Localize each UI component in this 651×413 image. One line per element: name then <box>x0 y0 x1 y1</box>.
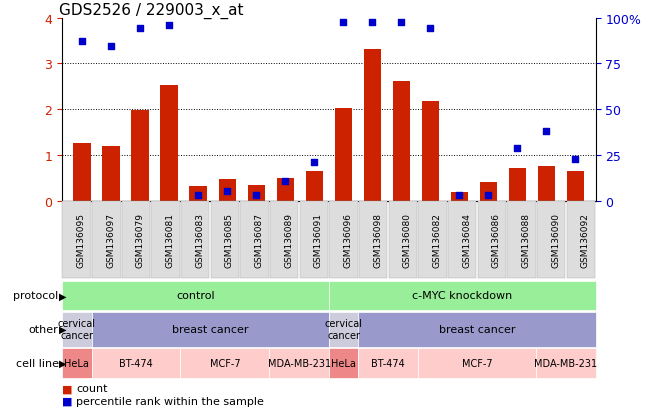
Text: GSM136086: GSM136086 <box>492 213 501 268</box>
Bar <box>422 102 439 201</box>
Point <box>309 159 320 166</box>
Bar <box>102 146 120 201</box>
Text: GSM136090: GSM136090 <box>551 213 560 268</box>
Text: GSM136083: GSM136083 <box>195 213 204 268</box>
Text: GSM136088: GSM136088 <box>521 213 531 268</box>
Point <box>251 192 262 199</box>
Point <box>164 23 174 29</box>
Bar <box>335 109 352 201</box>
Text: breast cancer: breast cancer <box>439 324 516 335</box>
Point <box>367 20 378 26</box>
Point <box>483 192 493 199</box>
Text: GSM136096: GSM136096 <box>344 213 353 268</box>
Text: HeLa: HeLa <box>331 358 356 368</box>
Text: GDS2526 / 229003_x_at: GDS2526 / 229003_x_at <box>59 2 243 19</box>
Text: GSM136081: GSM136081 <box>165 213 174 268</box>
Text: count: count <box>76 383 107 393</box>
Point <box>425 25 436 32</box>
Point <box>338 20 348 26</box>
Text: GSM136080: GSM136080 <box>403 213 412 268</box>
Bar <box>363 50 381 201</box>
Text: ■: ■ <box>62 383 72 393</box>
Text: MDA-MB-231: MDA-MB-231 <box>268 358 331 368</box>
Text: ▶: ▶ <box>59 358 67 368</box>
Point <box>280 179 290 185</box>
Text: GSM136082: GSM136082 <box>432 213 441 268</box>
Bar <box>247 185 265 201</box>
Text: other: other <box>29 324 59 335</box>
Text: GSM136091: GSM136091 <box>314 213 323 268</box>
Text: HeLa: HeLa <box>64 358 89 368</box>
Bar <box>508 168 526 201</box>
Bar <box>566 171 584 201</box>
Bar <box>450 193 468 201</box>
Point <box>77 38 87 45</box>
Point <box>570 156 581 162</box>
Text: GSM136098: GSM136098 <box>373 213 382 268</box>
Point <box>193 192 203 199</box>
Point <box>222 188 232 195</box>
Bar <box>132 111 149 201</box>
Bar <box>305 171 323 201</box>
Text: BT-474: BT-474 <box>371 358 405 368</box>
Text: breast cancer: breast cancer <box>172 324 249 335</box>
Text: GSM136085: GSM136085 <box>225 213 234 268</box>
Text: GSM136084: GSM136084 <box>462 213 471 268</box>
Text: GSM136092: GSM136092 <box>581 213 590 268</box>
Bar <box>219 179 236 201</box>
Bar <box>161 86 178 201</box>
Text: ■: ■ <box>62 396 72 406</box>
Text: GSM136089: GSM136089 <box>284 213 293 268</box>
Point <box>541 128 551 135</box>
Text: protocol: protocol <box>13 291 59 301</box>
Text: MCF-7: MCF-7 <box>462 358 492 368</box>
Text: cervical
cancer: cervical cancer <box>58 318 96 340</box>
Point <box>106 44 117 50</box>
Bar <box>538 167 555 201</box>
Text: cervical
cancer: cervical cancer <box>325 318 363 340</box>
Text: ▶: ▶ <box>59 324 67 335</box>
Point <box>135 25 145 32</box>
Text: control: control <box>176 291 215 301</box>
Text: c-MYC knockdown: c-MYC knockdown <box>412 291 512 301</box>
Bar <box>393 81 410 201</box>
Text: GSM136097: GSM136097 <box>106 213 115 268</box>
Bar <box>277 178 294 201</box>
Text: GSM136087: GSM136087 <box>255 213 264 268</box>
Text: GSM136095: GSM136095 <box>77 213 86 268</box>
Text: percentile rank within the sample: percentile rank within the sample <box>76 396 264 406</box>
Bar <box>480 183 497 201</box>
Point <box>512 146 523 152</box>
Text: MCF-7: MCF-7 <box>210 358 240 368</box>
Bar <box>74 144 91 201</box>
Text: MDA-MB-231: MDA-MB-231 <box>534 358 598 368</box>
Point <box>454 192 465 199</box>
Bar <box>189 187 207 201</box>
Text: GSM136079: GSM136079 <box>136 213 145 268</box>
Text: BT-474: BT-474 <box>119 358 153 368</box>
Point <box>396 20 406 26</box>
Text: ▶: ▶ <box>59 291 67 301</box>
Text: cell line: cell line <box>16 358 59 368</box>
